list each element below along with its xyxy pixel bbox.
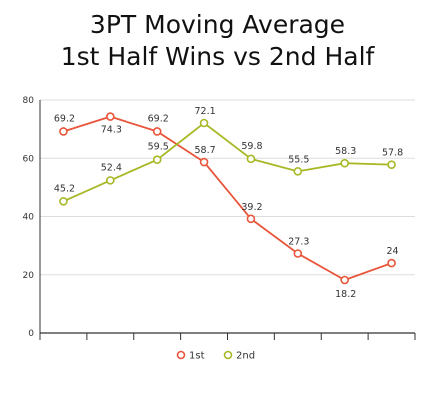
data-label-1st-6: 18.2 [335,289,356,300]
data-point-1st-0 [59,127,68,136]
legend-marker-1st [176,350,186,360]
data-point-1st-6 [340,275,349,285]
data-label-2nd-7: 57.8 [382,148,403,159]
legend-marker-2nd [223,350,233,360]
data-point-1st-3 [199,157,209,167]
data-point-1st-4 [246,214,256,224]
data-point-2nd-1 [106,176,115,185]
data-point-2nd-3 [199,118,209,128]
data-label-2nd-2: 59.5 [148,142,169,153]
data-label-2nd-6: 58.3 [335,146,356,157]
chart-title-line-2: 1st Half Wins vs 2nd Half [60,42,375,71]
data-point-1st-5 [293,249,303,258]
data-point-1st-2 [152,127,162,136]
data-label-2nd-3: 72.1 [194,106,215,117]
data-point-1st-1 [106,112,115,121]
data-point-2nd-7 [387,160,396,169]
data-label-2nd-1: 52.4 [101,162,122,173]
data-label-1st-5: 27.3 [288,236,309,247]
data-label-1st-0: 69.2 [54,113,75,124]
y-tick-label-40: 40 [23,213,35,223]
data-label-1st-2: 69.2 [148,113,169,124]
data-label-2nd-5: 55.5 [288,154,309,165]
data-label-1st-3: 58.7 [194,145,215,156]
y-tick-label-60: 60 [23,154,35,164]
data-label-2nd-0: 45.2 [54,183,75,194]
y-tick-label-20: 20 [23,271,35,281]
data-point-2nd-5 [293,167,303,176]
data-label-1st-7: 24 [387,246,399,257]
chart-title-line-1: 3PT Moving Average [89,10,346,39]
legend-label-2nd: 2nd [236,351,255,362]
data-label-1st-4: 39.2 [241,202,262,213]
data-point-2nd-6 [340,158,349,168]
series-line-1st [63,115,392,281]
series-line-2nd [63,121,392,203]
data-point-2nd-2 [152,155,162,165]
data-point-2nd-0 [59,197,68,206]
data-point-1st-7 [387,258,396,268]
data-label-1st-1: 74.3 [101,125,122,136]
y-tick-label-0: 0 [28,329,34,339]
legend-label-1st: 1st [189,351,205,362]
data-point-2nd-4 [246,154,256,164]
y-tick-label-80: 80 [23,96,35,106]
data-label-2nd-4: 59.8 [241,141,262,152]
